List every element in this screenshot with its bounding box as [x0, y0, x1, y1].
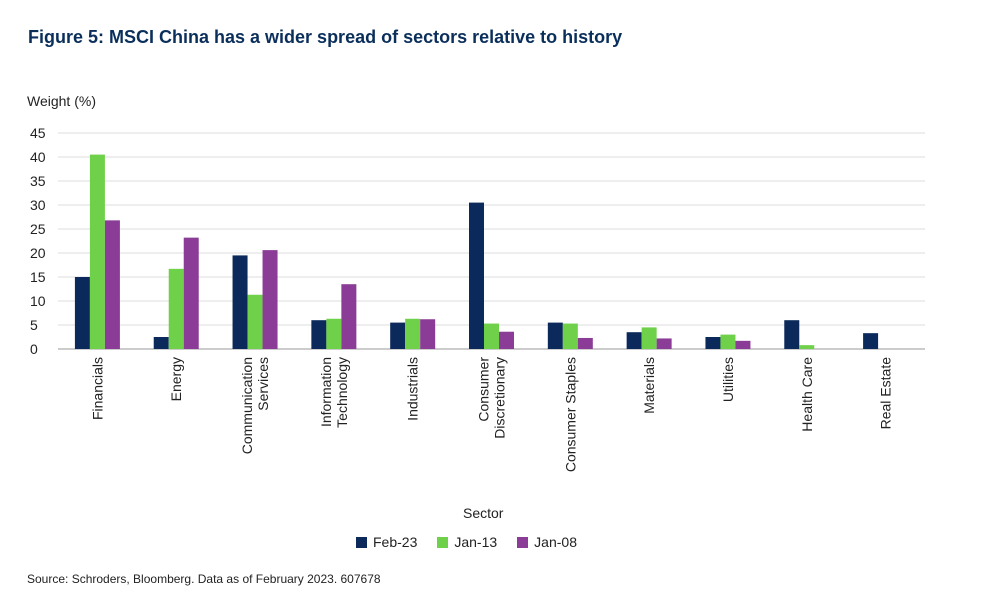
- legend-label-jan13: Jan-13: [454, 534, 498, 550]
- y-tick-label: 20: [30, 245, 46, 261]
- bar-jan13: [799, 345, 815, 349]
- bar-jan13: [168, 268, 184, 349]
- x-tick-label: Industrials: [405, 357, 421, 421]
- bar-jan13: [89, 154, 105, 349]
- legend-label-feb23: Feb-23: [373, 534, 418, 550]
- x-tick-label: Real Estate: [878, 357, 894, 430]
- y-tick-label: 5: [30, 317, 38, 333]
- x-tick-label: Utilities: [720, 357, 736, 402]
- bar-feb23: [705, 337, 721, 349]
- bar-feb23: [547, 322, 563, 349]
- bar-jan08: [656, 338, 672, 349]
- bar-jan08: [104, 220, 120, 349]
- x-tick-label: Materials: [641, 357, 657, 414]
- bar-jan13: [641, 327, 657, 349]
- y-tick-label: 0: [30, 341, 38, 357]
- legend-item-feb23: Feb-23: [356, 534, 417, 550]
- bar-jan13: [562, 323, 578, 349]
- x-tick-label: Consumer Staples: [562, 357, 578, 472]
- legend-swatch-jan13: [437, 536, 449, 548]
- legend: Feb-23 Jan-13 Jan-08: [356, 534, 577, 550]
- y-tick-label: 10: [30, 293, 46, 309]
- source-note: Source: Schroders, Bloomberg. Data as of…: [27, 572, 381, 586]
- bar-chart: 0 5 10 15 20 25 30 35 40 45 Financials Energy Commun…: [30, 125, 925, 472]
- bar-jan08: [341, 284, 357, 349]
- x-tick-label: ConsumerDiscretionary: [476, 357, 508, 439]
- y-tick-label: 30: [30, 197, 46, 213]
- bar-feb23: [784, 320, 800, 349]
- bar-jan08: [735, 340, 751, 349]
- bar-feb23: [74, 277, 90, 349]
- bar-feb23: [390, 322, 406, 349]
- bar-feb23: [311, 320, 327, 349]
- bar-jan08: [183, 237, 199, 349]
- bar-feb23: [469, 202, 484, 349]
- bar-jan08: [262, 250, 278, 349]
- bar-jan08: [499, 331, 514, 349]
- y-tick-label: 35: [30, 173, 46, 189]
- bar-jan13: [720, 334, 736, 349]
- legend-item-jan13: Jan-13: [437, 534, 497, 550]
- bar-feb23: [232, 255, 248, 349]
- bar-feb23: [863, 333, 879, 349]
- y-tick-label: 40: [30, 149, 46, 165]
- legend-item-jan08: Jan-08: [517, 534, 577, 550]
- x-tick-label: CommunicationServices: [239, 357, 271, 454]
- y-tick-label: 15: [30, 269, 46, 285]
- legend-label-jan08: Jan-08: [534, 534, 577, 550]
- bar-jan13: [247, 294, 263, 349]
- bar-jan13: [326, 318, 342, 349]
- x-tick-label: Health Care: [799, 357, 815, 432]
- x-axis-label: Sector: [463, 505, 504, 521]
- bar-feb23: [626, 332, 642, 349]
- x-tick-label: InformationTechnology: [318, 357, 350, 428]
- chart-title: Figure 5: MSCI China has a wider spread …: [28, 27, 623, 47]
- x-tick-label: Financials: [89, 357, 105, 420]
- legend-swatch-feb23: [356, 536, 367, 548]
- bar-feb23: [153, 337, 169, 349]
- bar-jan08: [420, 319, 436, 349]
- legend-swatch-jan08: [517, 536, 529, 548]
- bar-jan13: [405, 318, 421, 349]
- y-tick-label: 45: [30, 125, 46, 141]
- y-axis-label: Weight (%): [27, 93, 96, 109]
- bar-jan13: [484, 323, 499, 349]
- x-tick-label: Energy: [168, 357, 184, 401]
- y-tick-label: 25: [30, 221, 46, 237]
- bar-jan08: [577, 337, 593, 349]
